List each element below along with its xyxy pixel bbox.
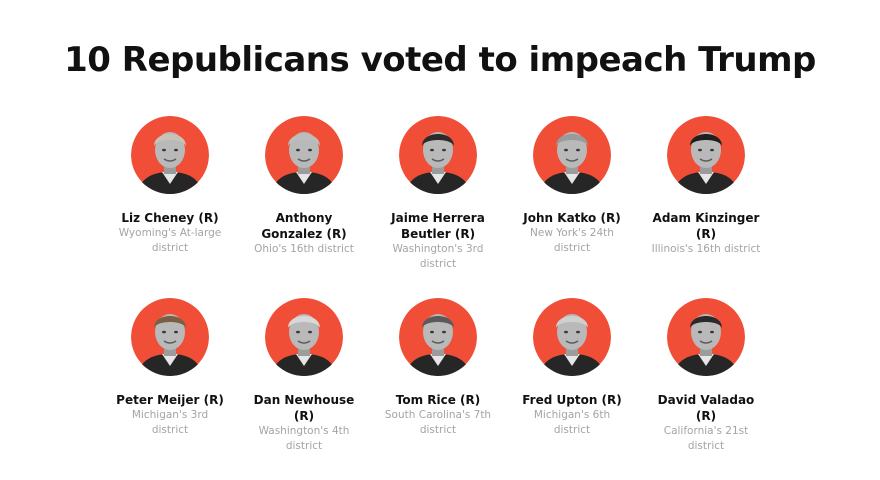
member-card: Fred Upton (R) Michigan's 6th district xyxy=(505,292,639,474)
member-card: Tom Rice (R) South Carolina's 7th distri… xyxy=(371,292,505,474)
person-portrait-icon xyxy=(399,116,477,194)
member-district: Washington's 3rd district xyxy=(392,243,484,270)
member-district: South Carolina's 7th district xyxy=(384,409,492,436)
member-district: Michigan's 6th district xyxy=(533,409,611,436)
member-card: Peter Meijer (R) Michigan's 3rd district xyxy=(103,292,237,474)
member-grid: Liz Cheney (R) Wyoming's At-large distri… xyxy=(103,110,773,474)
person-portrait-icon xyxy=(667,298,745,376)
member-name: Tom Rice (R) xyxy=(395,393,481,407)
member-name: John Katko (R) xyxy=(523,211,621,225)
member-name: Peter Meijer (R) xyxy=(116,393,224,407)
member-card: John Katko (R) New York's 24th district xyxy=(505,110,639,292)
member-name: Adam Kinzinger (R) xyxy=(652,211,760,241)
page-title: 10 Republicans voted to impeach Trump xyxy=(64,40,816,80)
member-district: Wyoming's At-large district xyxy=(118,227,222,254)
person-portrait-icon xyxy=(667,116,745,194)
person-portrait-icon xyxy=(265,116,343,194)
member-district: New York's 24th district xyxy=(530,227,614,254)
member-name: David Valadao (R) xyxy=(657,393,755,423)
member-district: Washington's 4th district xyxy=(258,425,350,452)
member-card: Jaime Herrera Beutler (R) Washington's 3… xyxy=(371,110,505,292)
member-name: Anthony Gonzalez (R) xyxy=(261,211,347,241)
member-district: Illinois's 16th district xyxy=(651,243,761,255)
member-card: David Valadao (R) California's 21st dist… xyxy=(639,292,773,474)
member-district: California's 21st district xyxy=(663,425,749,452)
member-name: Fred Upton (R) xyxy=(522,393,622,407)
person-portrait-icon xyxy=(533,298,611,376)
person-portrait-icon xyxy=(131,298,209,376)
person-portrait-icon xyxy=(265,298,343,376)
member-card: Dan Newhouse (R) Washington's 4th distri… xyxy=(237,292,371,474)
member-card: Liz Cheney (R) Wyoming's At-large distri… xyxy=(103,110,237,292)
member-card: Adam Kinzinger (R) Illinois's 16th distr… xyxy=(639,110,773,292)
member-district: Michigan's 3rd district xyxy=(131,409,209,436)
member-name: Jaime Herrera Beutler (R) xyxy=(391,211,485,241)
member-card: Anthony Gonzalez (R) Ohio's 16th distric… xyxy=(237,110,371,292)
person-portrait-icon xyxy=(131,116,209,194)
member-name: Dan Newhouse (R) xyxy=(253,393,355,423)
person-portrait-icon xyxy=(533,116,611,194)
member-district: Ohio's 16th district xyxy=(254,243,354,255)
member-name: Liz Cheney (R) xyxy=(121,211,219,225)
person-portrait-icon xyxy=(399,298,477,376)
